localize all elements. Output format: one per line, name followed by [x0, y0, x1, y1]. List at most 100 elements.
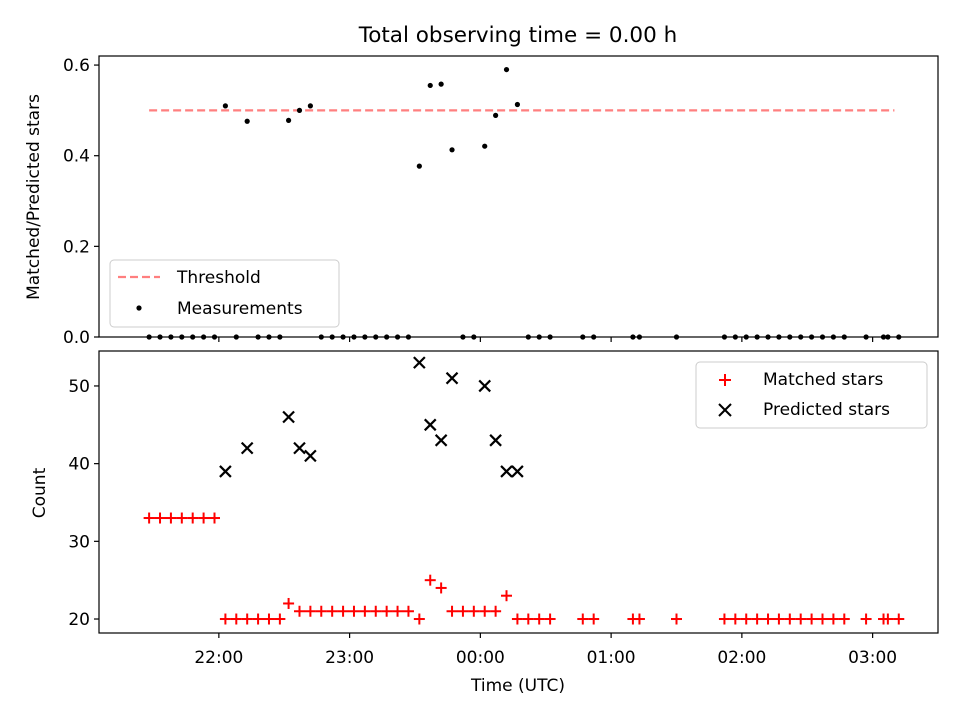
predicted-star-point [489, 434, 502, 447]
ratio-legend-box [109, 259, 340, 328]
matched-star-point [337, 605, 349, 617]
matched-star-point [219, 613, 231, 625]
matched-star-point [263, 613, 275, 625]
predicted-star-point [423, 418, 437, 432]
x-tick-label: 00:00 [456, 648, 505, 668]
x-tick-label: 03:00 [848, 648, 897, 668]
x-tick-label: 02:00 [717, 648, 766, 668]
matched-star-point [413, 613, 425, 625]
x-ticks-count: 22:00 23:00 00:00 01:00 02:00 03:00 [194, 633, 897, 668]
matched-star-point [392, 605, 404, 617]
matched-star-point [457, 605, 469, 617]
matched-star-point [718, 613, 730, 625]
matched-stars-layer [143, 512, 905, 625]
ratio-panel: Total observing time = 0.00 h Matched/Pr… [24, 23, 939, 348]
count-legend-box [695, 361, 928, 429]
matched-star-point [208, 512, 220, 524]
y-ticks-count: 20 30 40 50 [68, 377, 99, 630]
matched-star-point [424, 574, 436, 586]
matched-star-point [326, 605, 338, 617]
predicted-stars-layer [219, 356, 524, 478]
measurement-point [416, 163, 422, 169]
measurement-point [285, 117, 292, 123]
matched-star-point [370, 605, 382, 617]
matched-star-point [860, 613, 872, 625]
matched-star-point [293, 605, 305, 617]
count-y-tick-label: 50 [68, 377, 90, 397]
predicted-star-point [240, 441, 254, 455]
matched-star-point [762, 613, 774, 625]
predicted-stars-legend-swatch [718, 403, 732, 417]
x-tick-label: 23:00 [325, 648, 374, 668]
ratio-y-tick-label: 0.2 [63, 237, 90, 257]
predicted-star-point [219, 465, 232, 478]
y-ticks-ratio: 0.0 0.2 0.4 0.6 [63, 56, 99, 348]
matched-star-point [252, 613, 264, 625]
matched-star-point [544, 613, 556, 625]
matched-star-point [241, 613, 253, 625]
matched-star-point [729, 613, 741, 625]
matched-star-point [315, 605, 327, 617]
matched-star-point [154, 512, 166, 524]
measurements-legend-swatch [136, 305, 142, 311]
matched-star-point [348, 605, 360, 617]
ratio-y-tick-label: 0.0 [63, 328, 90, 348]
ratio-plot-frame [98, 55, 939, 338]
x-axis-label: Time (UTC) [470, 676, 565, 696]
count-legend: Matched stars Predicted stars [695, 361, 928, 429]
matched-stars-legend-label: Matched stars [763, 370, 883, 390]
matched-star-point [468, 605, 480, 617]
matched-star-point [490, 605, 502, 617]
predicted-star-point [413, 356, 426, 369]
predicted-star-point [304, 449, 317, 463]
matched-star-point [533, 613, 545, 625]
matched-star-point [402, 605, 414, 617]
matched-star-point [446, 605, 458, 617]
matched-star-point [893, 613, 905, 625]
matched-star-point [773, 613, 785, 625]
matched-star-point [381, 605, 393, 617]
x-tick-label: 22:00 [194, 648, 243, 668]
chart-title: Total observing time = 0.00 h [358, 23, 678, 48]
matched-star-point [187, 512, 199, 524]
measurement-point [482, 143, 488, 149]
threshold-legend-label: Threshold [176, 268, 261, 288]
x-ticks-ratio [218, 337, 874, 342]
predicted-star-point [511, 465, 524, 478]
matched-star-point [740, 613, 752, 625]
matched-star-point [304, 605, 316, 617]
matched-star-point [838, 613, 850, 625]
predicted-star-point [293, 441, 306, 455]
ratio-legend: Threshold Measurements [109, 259, 340, 328]
matched-star-point [817, 613, 829, 625]
matched-star-point [577, 613, 589, 625]
matched-star-point [198, 512, 210, 524]
x-tick-label: 01:00 [587, 648, 636, 668]
matched-star-point [479, 605, 491, 617]
matched-star-point [827, 613, 839, 625]
matched-star-point [784, 613, 796, 625]
matched-stars-legend-swatch [719, 374, 731, 386]
predicted-star-point [282, 410, 295, 424]
matched-star-point [751, 613, 763, 625]
measurement-point [427, 82, 433, 89]
matched-star-point [165, 512, 177, 524]
measurements-legend-label: Measurements [177, 299, 303, 319]
matched-star-point [435, 582, 447, 594]
predicted-star-point [478, 379, 491, 393]
matched-star-point [501, 590, 513, 602]
measurement-point [244, 118, 250, 124]
matched-star-point [283, 597, 295, 609]
matched-star-point [359, 605, 371, 617]
matched-star-point [522, 613, 534, 625]
count-y-tick-label: 40 [68, 455, 90, 475]
matched-star-point [511, 613, 523, 625]
measurement-point [493, 112, 499, 118]
predicted-star-point [434, 434, 448, 447]
count-plot-frame [98, 350, 939, 634]
matched-star-point [882, 613, 894, 625]
y-axis-label-ratio: Matched/Predicted stars [24, 94, 44, 300]
ratio-y-tick-label: 0.6 [63, 56, 90, 76]
